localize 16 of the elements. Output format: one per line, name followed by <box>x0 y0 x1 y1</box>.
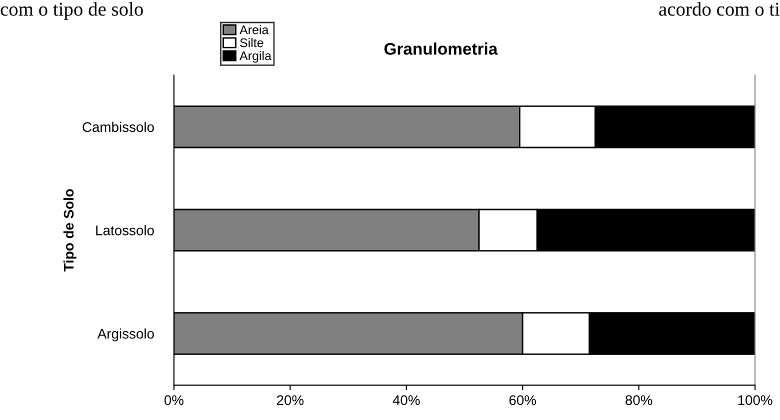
legend-label: Areia <box>240 25 269 34</box>
y-tick-label: Argissolo <box>97 328 154 342</box>
y-tick-label: Latossolo <box>96 225 154 236</box>
x-tick-label: 100% <box>738 395 772 406</box>
chart-title: Granulometria <box>384 42 498 55</box>
x-tick-label: 20% <box>276 395 304 406</box>
legend-label: Silte <box>240 38 264 48</box>
x-tick-label: 40% <box>392 395 420 406</box>
x-tick-label: 60% <box>509 395 536 406</box>
y-tick-label: Cambissolo <box>82 122 154 132</box>
text: com o tipo de solo <box>0 2 143 20</box>
text: acordo com o ti <box>659 2 780 16</box>
y-axis-title: Tipo de Solo <box>63 189 76 272</box>
legend-label: Argila <box>240 51 272 63</box>
x-tick-label: 0% <box>164 395 184 406</box>
x-tick-label: 80% <box>626 395 652 406</box>
